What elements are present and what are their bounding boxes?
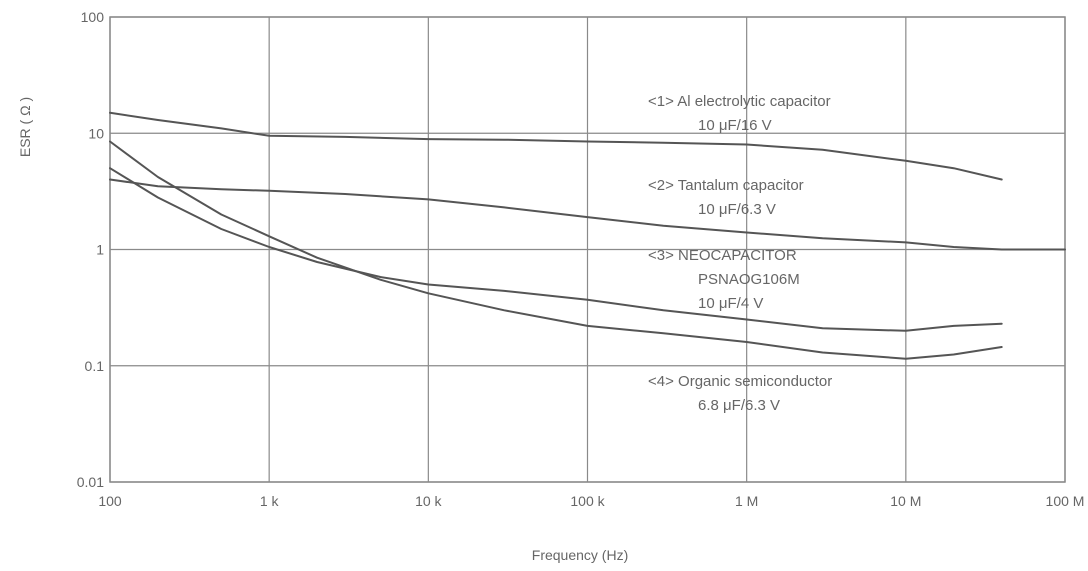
x-axis-label: Frequency (Hz): [532, 547, 628, 563]
annotation-1-line-2: 10 μF/16 V: [698, 117, 772, 134]
series-line-2: [109, 178, 1066, 251]
annotation-3-line-2: PSNAOG106M: [698, 271, 800, 288]
series-lines: [109, 111, 1066, 360]
annotation-4-line-2: 6.8 μF/6.3 V: [698, 397, 780, 414]
x-tick-label: 1 M: [735, 493, 758, 509]
annotation-2-line-2: 10 μF/6.3 V: [698, 201, 776, 218]
y-tick-label: 0.01: [77, 474, 104, 490]
annotations: <1> Al electrolytic capacitor 10 μF/16 V <…: [648, 93, 832, 414]
x-tick-label: 10 M: [890, 493, 921, 509]
x-tick-label: 10 k: [415, 493, 442, 509]
tick-labels: 100 1 k 10 k 100 k 1 M 10 M 100 M 100 10 1 0.1 0.01: [77, 9, 1085, 509]
grid: [109, 16, 1066, 483]
annotation-3-line-3: 10 μF/4 V: [698, 295, 763, 312]
series-line-1: [109, 111, 1003, 181]
y-tick-label: 100: [81, 9, 105, 25]
annotation-4-line-1: <4> Organic semiconductor: [648, 373, 832, 390]
y-axis-label: ESR ( Ω ): [17, 97, 33, 157]
x-tick-label: 100 k: [570, 493, 605, 509]
annotation-1-line-1: <1> Al electrolytic capacitor: [648, 93, 831, 110]
x-tick-label: 100: [98, 493, 122, 509]
series-line-4: [109, 140, 1003, 360]
annotation-3-line-1: <3> NEOCAPACITOR: [648, 247, 797, 264]
annotation-2-line-1: <2> Tantalum capacitor: [648, 177, 804, 194]
y-tick-label: 1: [96, 242, 104, 258]
y-tick-label: 0.1: [85, 358, 105, 374]
x-tick-label: 1 k: [260, 493, 280, 509]
series-line-3: [109, 167, 1003, 332]
y-tick-label: 10: [88, 125, 104, 141]
x-tick-label: 100 M: [1046, 493, 1085, 509]
